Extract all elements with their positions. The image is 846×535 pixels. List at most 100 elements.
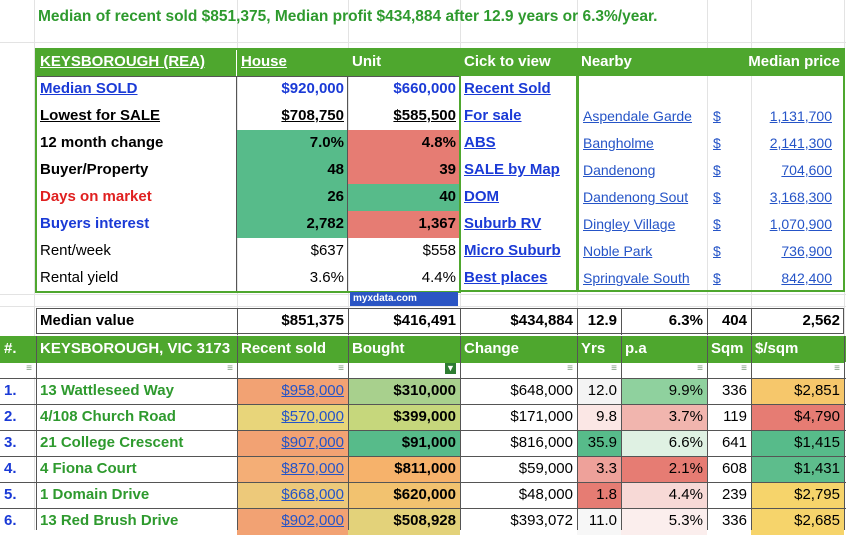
nearby-price[interactable]: 1,131,700 <box>769 108 832 124</box>
sale-sold-price[interactable]: $902,000 <box>237 508 348 535</box>
nearby-suburb-link[interactable]: Aspendale Garde <box>583 108 692 124</box>
stat-label: Lowest for SALE <box>40 107 161 124</box>
sale-change: $816,000 <box>510 434 573 451</box>
sale-change: $59,000 <box>518 460 573 477</box>
stat-unit-value: 4.8% <box>348 130 460 157</box>
nearby-currency: $ <box>713 243 721 259</box>
sale-bought-price: $310,000 <box>348 378 460 405</box>
nearby-suburb-link[interactable]: Noble Park <box>583 243 653 259</box>
suburb-header[interactable]: KEYSBOROUGH (REA) <box>36 49 236 76</box>
median-per-sqm: 2,562 <box>751 308 844 335</box>
col-num-header: #. <box>0 336 36 363</box>
filter-icon[interactable]: ≡ <box>36 363 237 377</box>
links-box <box>459 48 578 292</box>
row-number: 1. <box>4 382 17 399</box>
nearby-price[interactable]: 842,400 <box>781 270 832 286</box>
median-sold: $851,375 <box>237 308 348 335</box>
link-suburb-rv[interactable]: Suburb RV <box>464 215 542 232</box>
stat-label: Rent/week <box>40 242 111 259</box>
median-row-border <box>36 308 844 334</box>
nearby-currency: $ <box>713 162 721 178</box>
nearby-currency: $ <box>713 108 721 124</box>
sale-pa: 5.3% <box>621 508 707 535</box>
nearby-currency: $ <box>713 189 721 205</box>
sale-pa: 9.9% <box>621 378 707 405</box>
sale-sqm: 641 <box>721 434 747 451</box>
filter-icon[interactable]: ≡ <box>460 363 577 377</box>
link-sale-by-map[interactable]: SALE by Map <box>464 161 560 178</box>
nearby-box <box>577 48 845 292</box>
filter-icon[interactable]: ≡ <box>577 363 621 377</box>
filter-icon[interactable]: ≡ <box>751 363 844 377</box>
sale-bought-price: $91,000 <box>348 430 460 457</box>
nearby-suburb-link[interactable]: Dandenong Sout <box>583 189 689 205</box>
stat-label: Days on market <box>40 188 152 205</box>
sale-change: $48,000 <box>518 486 573 503</box>
link-micro-suburb[interactable]: Micro Suburb <box>464 242 561 259</box>
sale-per-sqm: $2,685 <box>751 508 844 535</box>
row-number: 3. <box>4 434 17 451</box>
sale-pa: 6.6% <box>621 430 707 457</box>
nearby-price[interactable]: 704,600 <box>781 162 832 178</box>
stat-label: 12 month change <box>40 134 164 151</box>
median-bought: $416,491 <box>348 308 460 335</box>
nearby-price[interactable]: 736,900 <box>781 243 832 259</box>
nearby-price[interactable]: 1,070,900 <box>769 216 832 232</box>
filter-icon[interactable]: ≡ <box>0 363 36 377</box>
stat-house-value: $920,000 <box>281 80 344 97</box>
link-for-sale[interactable]: For sale <box>464 107 522 124</box>
sale-sqm: 336 <box>721 512 747 529</box>
sale-pa: 2.1% <box>621 456 707 483</box>
sale-bought-price: $620,000 <box>348 482 460 509</box>
row-number: 5. <box>4 486 17 503</box>
sale-sold-price[interactable]: $907,000 <box>237 430 348 457</box>
stat-unit-value: $585,500 <box>393 107 456 124</box>
link-recent-sold[interactable]: Recent Sold <box>464 80 551 97</box>
filter-icon[interactable]: ≡ <box>237 363 348 377</box>
stats-divider <box>236 76 237 292</box>
stat-house-value: 48 <box>237 157 348 184</box>
sale-sqm: 608 <box>721 460 747 477</box>
sale-address: 1 Domain Drive <box>40 486 150 503</box>
sale-per-sqm: $1,415 <box>751 430 844 457</box>
nearby-suburb-link[interactable]: Springvale South <box>583 270 690 286</box>
sale-change: $171,000 <box>510 408 573 425</box>
stat-house-value: $637 <box>310 242 344 259</box>
sale-bought-price: $399,000 <box>348 404 460 431</box>
row-number: 2. <box>4 408 17 425</box>
filter-icon[interactable]: ≡ <box>707 363 751 377</box>
sale-sold-price[interactable]: $958,000 <box>237 378 348 405</box>
link-best-places[interactable]: Best places <box>464 269 548 286</box>
stat-label: Rental yield <box>40 269 119 286</box>
col-sqm-header: Sqm <box>707 336 751 363</box>
link-dom[interactable]: DOM <box>464 188 499 205</box>
stat-unit-value: 4.4% <box>421 269 456 286</box>
sale-sold-price[interactable]: $870,000 <box>237 456 348 483</box>
filter-active-icon[interactable]: ▼ <box>348 363 460 377</box>
sale-address: 4 Fiona Court <box>40 460 137 477</box>
stat-house-value: 7.0% <box>237 130 348 157</box>
col-sold-header: Recent sold <box>237 336 348 363</box>
stats-divider <box>347 76 348 292</box>
col-yrs-header: Yrs <box>577 336 621 363</box>
nearby-suburb-link[interactable]: Dandenong <box>583 162 656 178</box>
sale-sold-price[interactable]: $570,000 <box>237 404 348 431</box>
suburb-box <box>35 48 461 293</box>
median-yrs: 12.9 <box>577 308 621 335</box>
sale-yrs: 1.8 <box>577 482 621 509</box>
sale-per-sqm: $2,795 <box>751 482 844 509</box>
filter-icon[interactable]: ≡ <box>621 363 707 377</box>
col-address-header: KEYSBOROUGH, VIC 3173 <box>36 336 237 363</box>
nearby-price[interactable]: 3,168,300 <box>769 189 832 205</box>
nearby-suburb-link[interactable]: Bangholme <box>583 135 654 151</box>
watermark-link[interactable]: myxdata.com <box>350 292 458 306</box>
house-header[interactable]: House <box>237 49 348 76</box>
sale-bought-price: $508,928 <box>348 508 460 535</box>
median-pa: 6.3% <box>621 308 707 335</box>
sale-sold-price[interactable]: $668,000 <box>237 482 348 509</box>
link-abs[interactable]: ABS <box>464 134 496 151</box>
nearby-price[interactable]: 2,141,300 <box>769 135 832 151</box>
sale-change: $648,000 <box>510 382 573 399</box>
nearby-suburb-link[interactable]: Dingley Village <box>583 216 676 232</box>
nearby-currency: $ <box>713 270 721 286</box>
